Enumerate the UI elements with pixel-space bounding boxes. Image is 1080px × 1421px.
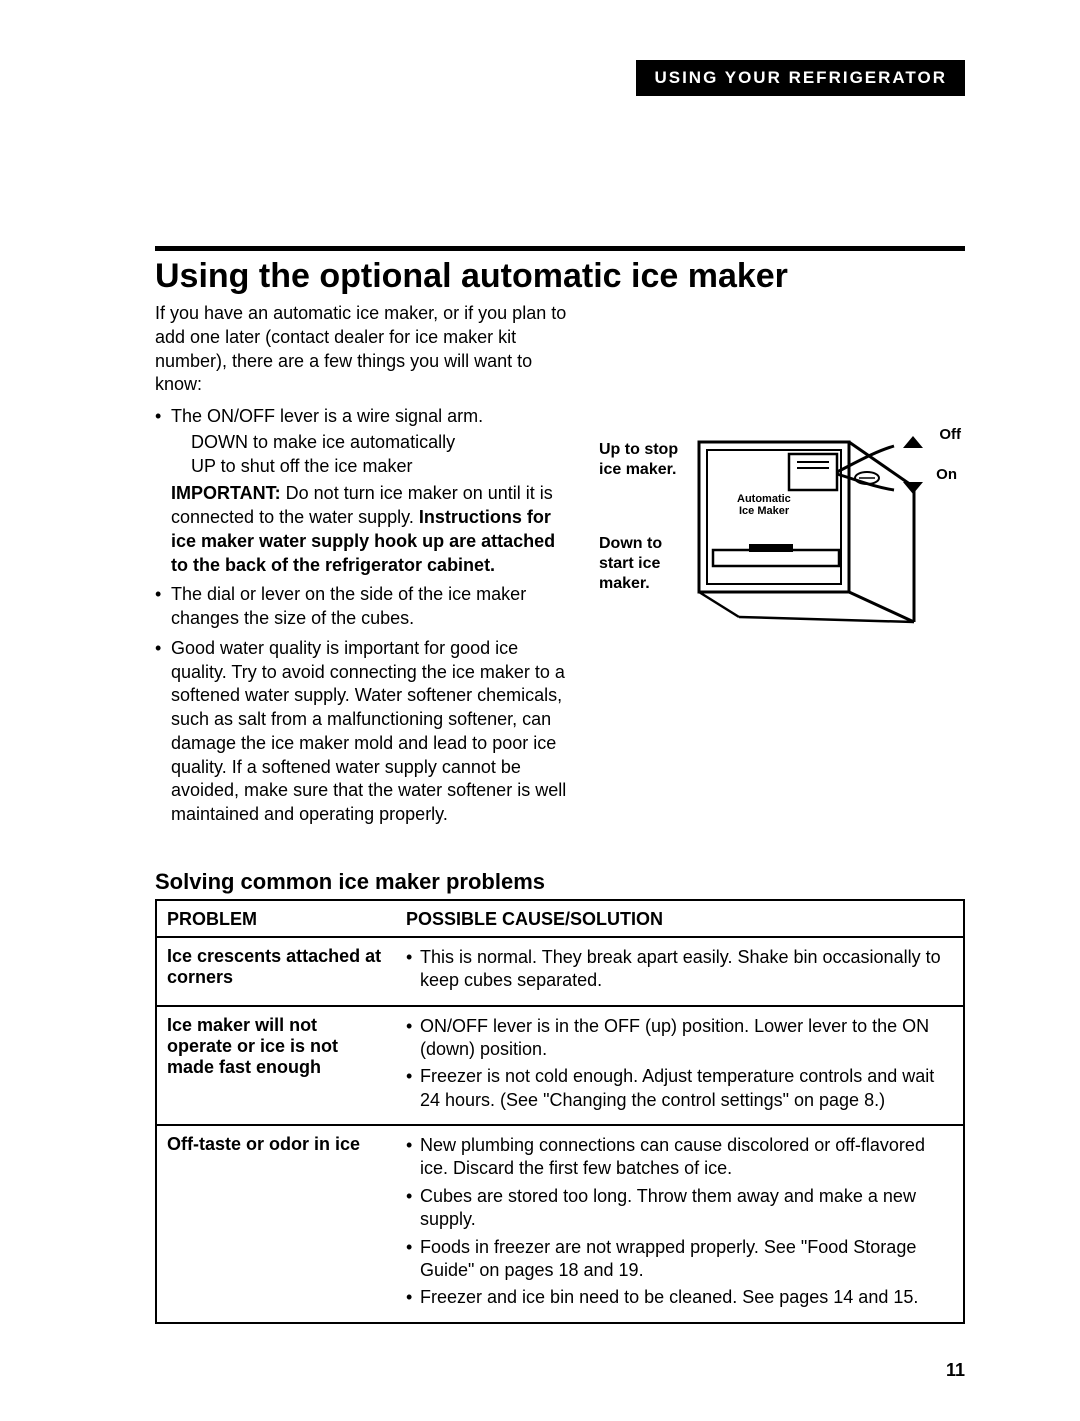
two-column-layout: If you have an automatic ice maker, or i… — [155, 302, 965, 833]
bullet-sublines: DOWN to make ice automatically UP to shu… — [171, 431, 575, 479]
solution-cell: ON/OFF lever is in the OFF (up) position… — [396, 1006, 964, 1126]
table-row: Ice crescents attached at cornersThis is… — [156, 937, 964, 1006]
label-down: Down to start ice maker. — [599, 534, 679, 594]
col-header-problem: PROBLEM — [156, 900, 396, 937]
rule-top — [155, 246, 965, 251]
label-off: Off — [939, 426, 961, 443]
solution-item: Freezer and ice bin need to be cleaned. … — [406, 1286, 953, 1309]
bullet-text: Good water quality is important for good… — [171, 638, 566, 824]
svg-text:Ice Maker: Ice Maker — [739, 505, 790, 517]
problem-cell: Ice maker will not operate or ice is not… — [156, 1006, 396, 1126]
bullet-text: The ON/OFF lever is a wire signal arm. — [171, 406, 483, 426]
subline: UP to shut off the ice maker — [191, 455, 575, 479]
solution-item: Foods in freezer are not wrapped properl… — [406, 1236, 953, 1283]
note-lead: IMPORTANT: — [171, 483, 281, 503]
problems-table: PROBLEM POSSIBLE CAUSE/SOLUTION Ice cres… — [155, 899, 965, 1324]
solution-item: Cubes are stored too long. Throw them aw… — [406, 1185, 953, 1232]
solution-item: ON/OFF lever is in the OFF (up) position… — [406, 1015, 953, 1062]
label-up: Up to stop ice maker. — [599, 440, 679, 480]
page-title: Using the optional automatic ice maker — [155, 257, 965, 296]
solution-cell: This is normal. They break apart easily.… — [396, 937, 964, 1006]
solution-item: Freezer is not cold enough. Adjust tempe… — [406, 1065, 953, 1112]
solution-cell: New plumbing connections can cause disco… — [396, 1125, 964, 1323]
solution-item: New plumbing connections can cause disco… — [406, 1134, 953, 1181]
ice-maker-diagram-svg: Automatic Ice Maker — [689, 432, 949, 632]
col-header-solution: POSSIBLE CAUSE/SOLUTION — [396, 900, 964, 937]
diagram-labels: Up to stop ice maker. Down to start ice … — [599, 432, 679, 594]
problem-cell: Off-taste or odor in ice — [156, 1125, 396, 1323]
table-row: Off-taste or odor in iceNew plumbing con… — [156, 1125, 964, 1323]
page-number: 11 — [155, 1360, 965, 1381]
bullet-item: Good water quality is important for good… — [155, 637, 575, 827]
solution-item: This is normal. They break apart easily.… — [406, 946, 953, 993]
subheading: Solving common ice maker problems — [155, 869, 965, 895]
bullet-item: The ON/OFF lever is a wire signal arm. D… — [155, 405, 575, 577]
bullet-item: The dial or lever on the side of the ice… — [155, 583, 575, 631]
table-row: Ice maker will not operate or ice is not… — [156, 1006, 964, 1126]
left-column: If you have an automatic ice maker, or i… — [155, 302, 575, 833]
problem-cell: Ice crescents attached at corners — [156, 937, 396, 1006]
page-container: USING YOUR REFRIGERATOR Using the option… — [0, 0, 1080, 1421]
header-band: USING YOUR REFRIGERATOR — [636, 60, 965, 96]
solution-list: New plumbing connections can cause disco… — [406, 1134, 953, 1310]
bullet-list: The ON/OFF lever is a wire signal arm. D… — [155, 405, 575, 827]
intro-paragraph: If you have an automatic ice maker, or i… — [155, 302, 575, 397]
svg-text:Automatic: Automatic — [737, 493, 791, 505]
bullet-text: The dial or lever on the side of the ice… — [171, 584, 526, 628]
bullet-note: IMPORTANT: Do not turn ice maker on unti… — [171, 482, 575, 577]
solution-list: This is normal. They break apart easily.… — [406, 946, 953, 993]
diagram-wrap: Up to stop ice maker. Down to start ice … — [599, 432, 965, 637]
right-column: Up to stop ice maker. Down to start ice … — [599, 302, 965, 833]
diagram: Off On Automatic Ice Maker — [689, 432, 965, 637]
label-on: On — [936, 466, 957, 483]
solution-list: ON/OFF lever is in the OFF (up) position… — [406, 1015, 953, 1113]
subline: DOWN to make ice automatically — [191, 431, 575, 455]
